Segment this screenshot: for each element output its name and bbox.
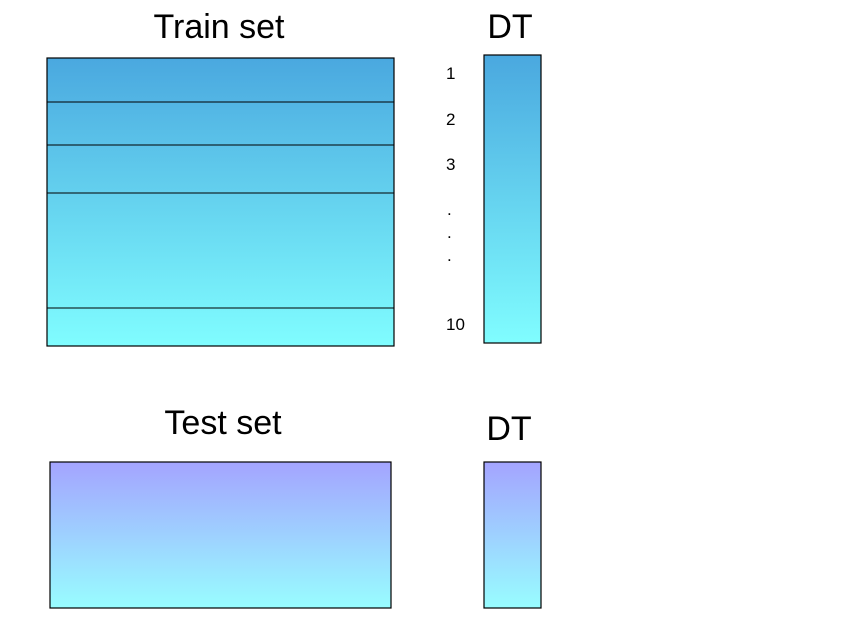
test-set-box bbox=[49, 461, 392, 609]
train-set-box bbox=[46, 57, 395, 347]
train-set-title: Train set bbox=[153, 8, 285, 46]
train-set-table bbox=[46, 57, 395, 347]
fold-label-3: 3 bbox=[446, 155, 455, 174]
fold-label-2: 2 bbox=[446, 110, 455, 129]
train-dt-box bbox=[483, 54, 542, 344]
fold-label-1: 1 bbox=[446, 64, 455, 83]
ellipsis-dot: . bbox=[447, 246, 452, 265]
ellipsis-dot: . bbox=[447, 223, 452, 242]
fold-label-10: 10 bbox=[446, 315, 465, 334]
test-dt-box bbox=[483, 461, 542, 609]
ellipsis-dot: . bbox=[447, 200, 452, 219]
test-dt-title: DT bbox=[486, 410, 531, 448]
train-dt-title: DT bbox=[487, 8, 532, 46]
test-set-title: Test set bbox=[164, 404, 282, 442]
